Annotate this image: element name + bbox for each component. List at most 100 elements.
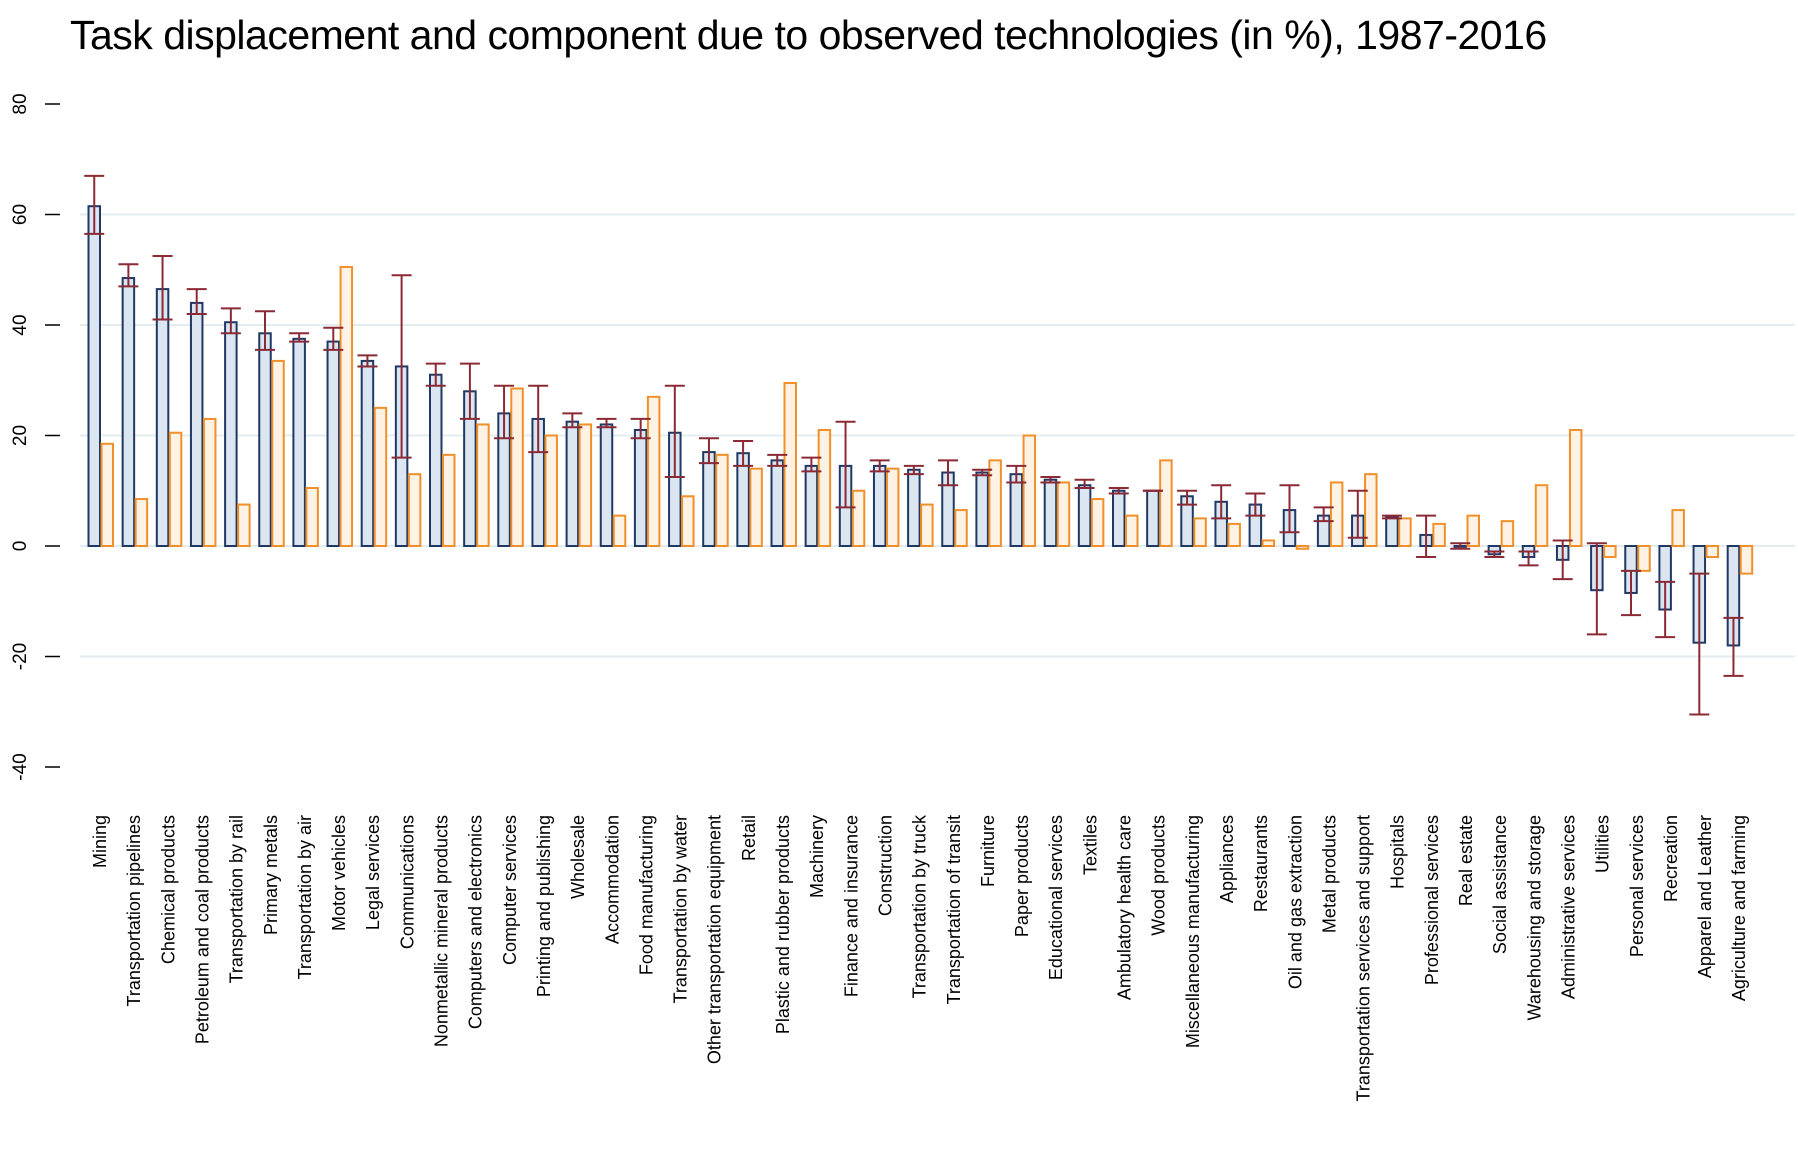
category-label: Plastic and rubber products — [773, 815, 793, 1034]
category-label: Professional services — [1422, 815, 1442, 985]
y-tick-label: -20 — [10, 643, 31, 670]
bar-secondary — [1637, 545, 1651, 572]
bar-secondary — [1125, 514, 1139, 547]
bar-secondary — [1739, 545, 1754, 575]
bar-secondary — [1500, 520, 1515, 548]
bar-secondary — [1671, 509, 1685, 547]
bar-secondary — [544, 434, 558, 547]
category-label: Utilities — [1593, 815, 1613, 873]
category-label: Construction — [875, 815, 895, 916]
bar-secondary — [373, 406, 388, 547]
category-label: Appliances — [1217, 815, 1237, 903]
category-label: Social assistance — [1490, 815, 1510, 954]
category-label: Restaurants — [1251, 815, 1271, 912]
bar-primary — [189, 301, 204, 547]
category-label: Personal services — [1627, 815, 1647, 957]
bar-secondary — [1568, 428, 1583, 548]
bar-secondary — [134, 498, 149, 548]
bar-secondary — [1193, 517, 1207, 547]
bar-secondary — [851, 489, 866, 547]
bar-primary — [770, 459, 784, 547]
bar-primary — [429, 373, 443, 547]
category-label: Metal products — [1319, 815, 1339, 933]
error-bars — [84, 174, 1744, 716]
bar-primary — [1146, 489, 1160, 547]
bar-primary — [633, 428, 648, 548]
bar-secondary — [168, 431, 183, 547]
category-label: Warehousing and storage — [1524, 815, 1544, 1020]
bar-primary — [326, 340, 341, 548]
bar-secondary — [715, 453, 729, 547]
bar-primary — [872, 464, 887, 548]
category-label: Real estate — [1456, 815, 1476, 906]
bar-secondary — [305, 486, 319, 547]
category-label: Transportation by air — [295, 815, 315, 979]
bar-secondary — [476, 423, 490, 548]
bar-secondary — [988, 459, 1002, 547]
bar-secondary — [1603, 545, 1617, 559]
category-label: Paper products — [1012, 815, 1032, 937]
bar-secondary — [1261, 539, 1276, 547]
category-label: Motor vehicles — [329, 815, 349, 931]
category-label: Ambulatory health care — [1115, 815, 1135, 1000]
chart-title: Task displacement and component due to o… — [70, 12, 1547, 58]
bar-secondary — [1466, 514, 1480, 547]
category-labels: Mining Transportation pipelines Chemical p… — [90, 814, 1749, 1101]
bar-primary — [1112, 489, 1126, 547]
bar-secondary — [1159, 459, 1173, 547]
category-label: Oil and gas extraction — [1285, 815, 1305, 989]
category-label: Wood products — [1149, 815, 1169, 936]
bar-secondary — [1534, 484, 1549, 548]
bar-primary — [1385, 515, 1399, 548]
y-tick-label: 20 — [10, 425, 31, 446]
bar-secondary — [920, 503, 934, 547]
bar-primary — [736, 452, 750, 547]
bar-secondary — [442, 453, 456, 547]
category-label: Miscellaneous manufacturing — [1183, 815, 1203, 1048]
category-label: Recreation — [1661, 815, 1681, 902]
category-label: Furniture — [978, 815, 998, 887]
y-tick-label: 40 — [10, 314, 31, 335]
bar-secondary — [407, 473, 422, 547]
category-label: Transportation by truck — [910, 814, 930, 998]
bars — [87, 205, 1754, 647]
category-label: Retail — [739, 815, 759, 861]
category-label: Agriculture and farming — [1729, 815, 1749, 1001]
bar-secondary — [1090, 498, 1105, 548]
category-label: Chemical products — [158, 815, 178, 964]
bar-secondary — [1432, 522, 1446, 548]
bar-primary — [1009, 473, 1024, 547]
category-label: Legal services — [363, 815, 383, 930]
bar-primary — [87, 205, 101, 547]
category-label: Food manufacturing — [636, 815, 656, 975]
category-label: Primary metals — [261, 815, 281, 935]
category-label: Printing and publishing — [534, 815, 554, 997]
bar-primary — [155, 288, 170, 547]
bar-secondary — [1022, 434, 1037, 547]
category-label: Accommodation — [602, 815, 622, 944]
bar-primary — [360, 359, 375, 547]
category-label: Other transportation equipment — [705, 815, 725, 1064]
y-axis: -40 -20 0 20 40 60 80 — [10, 93, 60, 781]
bar-primary — [565, 420, 580, 547]
bar-primary — [121, 277, 136, 547]
bar-secondary — [1227, 522, 1241, 548]
bar-primary — [599, 423, 614, 548]
bar-secondary — [1329, 481, 1344, 547]
y-tick-label: 0 — [10, 541, 31, 552]
category-label: Apparel and Leather — [1695, 815, 1715, 978]
category-label: Textiles — [1080, 815, 1100, 875]
bar-primary — [292, 337, 306, 547]
category-label: Administrative services — [1558, 815, 1578, 999]
bar-primary — [258, 332, 272, 547]
category-label: Finance and insurance — [841, 815, 861, 997]
category-label: Computers and electronics — [466, 815, 486, 1029]
bar-primary — [1043, 478, 1058, 548]
category-label: Mining — [90, 815, 110, 868]
category-label: Computer services — [500, 815, 520, 965]
bar-secondary — [339, 265, 354, 547]
bar-secondary — [1705, 545, 1720, 559]
category-label: Hospitals — [1388, 815, 1408, 889]
bar-secondary — [510, 387, 524, 547]
